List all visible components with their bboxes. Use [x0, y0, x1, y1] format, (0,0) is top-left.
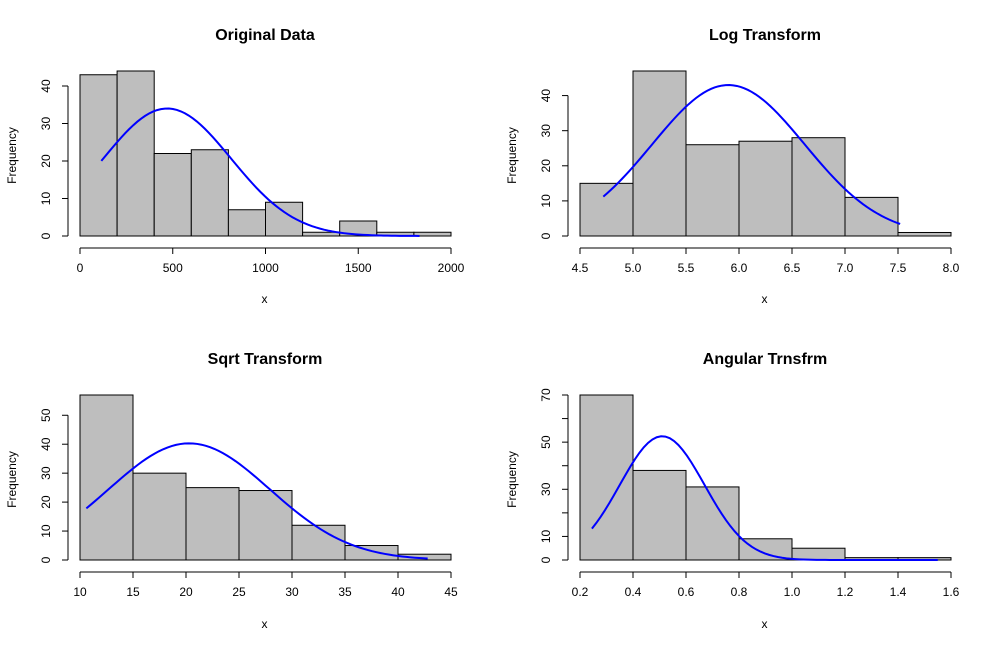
- y-tick-label: 0: [39, 232, 53, 239]
- histogram-bar: [632, 469, 687, 561]
- x-tick-label: 20: [179, 585, 193, 599]
- chart-title: Log Transform: [709, 27, 821, 44]
- histogram-bar: [132, 472, 187, 561]
- x-tick-label: 1000: [252, 261, 279, 275]
- panel-log-transform: Log Transform 4.5 5.0 5.5 6.0 6.5 7.0 7.5 8.0 0 10…: [505, 27, 960, 306]
- histogram-bar: [344, 545, 399, 561]
- y-tick-label: 20: [39, 495, 53, 509]
- x-tick-label: 0.6: [678, 585, 695, 599]
- histogram-bar: [791, 137, 846, 237]
- panel-sqrt-transform: Sqrt Transform 10 15 20 25 30 35 40 45 0 10 20 30 40 5…: [5, 351, 458, 631]
- x-tick-label: 1.2: [837, 585, 854, 599]
- x-tick-label: 500: [163, 261, 183, 275]
- x-axis-label: x: [762, 292, 768, 306]
- chart-title: Angular Trnsfrm: [703, 351, 827, 368]
- x-tick-label: 0: [77, 261, 84, 275]
- y-tick-label: 70: [539, 388, 553, 402]
- x-axis-label: x: [262, 617, 268, 631]
- histogram-bar: [116, 70, 155, 237]
- y-tick-label: 0: [539, 232, 553, 239]
- x-tick-label: 4.5: [572, 261, 589, 275]
- y-tick-label: 30: [539, 124, 553, 138]
- histogram-bar: [79, 74, 118, 237]
- y-axis-label: Frequency: [5, 451, 19, 508]
- histogram-bar: [227, 209, 266, 237]
- histogram-bar: [397, 553, 452, 561]
- x-tick-label: 40: [391, 585, 405, 599]
- y-tick-label: 40: [39, 437, 53, 451]
- histogram-bar: [738, 140, 793, 237]
- x-tick-label: 0.2: [572, 585, 589, 599]
- y-axis-label: Frequency: [505, 451, 519, 508]
- y-tick-label: 40: [539, 89, 553, 103]
- panel-angular-transform: Angular Trnsfrm 0.2 0.4 0.6 0.8 1.0 1.2 1.4 1.6 0…: [505, 351, 960, 631]
- y-tick-label: 20: [539, 159, 553, 173]
- normal-curve-line: [85, 442, 428, 560]
- x-axis-label: x: [762, 617, 768, 631]
- x-tick-label: 15: [126, 585, 140, 599]
- histogram-bar: [632, 70, 687, 237]
- panel-original-data: Original Data 0 500 1000 1500 2000 0 10 20 30 40 x F…: [5, 27, 465, 306]
- y-tick-label: 50: [39, 408, 53, 422]
- histogram-bar: [413, 231, 452, 237]
- x-tick-label: 2000: [438, 261, 465, 275]
- x-tick-label: 10: [73, 585, 87, 599]
- x-tick-label: 35: [338, 585, 352, 599]
- histogram-bar: [153, 153, 192, 237]
- x-tick-label: 30: [285, 585, 299, 599]
- x-tick-label: 1.4: [890, 585, 907, 599]
- y-tick-label: 10: [539, 194, 553, 208]
- x-tick-label: 6.0: [731, 261, 748, 275]
- y-tick-label: 0: [39, 556, 53, 563]
- x-tick-label: 1.6: [943, 585, 960, 599]
- histogram-bar: [844, 196, 899, 237]
- x-tick-label: 7.0: [837, 261, 854, 275]
- y-tick-label: 0: [539, 556, 553, 563]
- x-axis-label: x: [262, 292, 268, 306]
- y-tick-label: 10: [39, 192, 53, 206]
- y-tick-label: 30: [39, 466, 53, 480]
- y-axis-label: Frequency: [5, 127, 19, 184]
- x-tick-label: 1.0: [784, 585, 801, 599]
- histogram-bar: [79, 394, 134, 561]
- histogram-bar: [685, 144, 740, 237]
- x-tick-label: 5.0: [625, 261, 642, 275]
- y-tick-label: 30: [539, 482, 553, 496]
- y-tick-label: 30: [39, 117, 53, 131]
- y-axis-label: Frequency: [505, 127, 519, 184]
- y-tick-label: 10: [39, 524, 53, 538]
- y-tick-label: 10: [539, 529, 553, 543]
- x-tick-label: 25: [232, 585, 246, 599]
- histogram-bar: [579, 182, 634, 237]
- x-tick-label: 8.0: [943, 261, 960, 275]
- chart-title: Original Data: [215, 27, 315, 44]
- normal-curve-line: [602, 84, 901, 225]
- histogram-bar: [339, 220, 378, 237]
- x-tick-label: 0.8: [731, 585, 748, 599]
- y-tick-label: 50: [539, 435, 553, 449]
- histogram-bar: [791, 547, 846, 561]
- y-tick-label: 40: [39, 79, 53, 93]
- histogram-bar: [190, 149, 229, 237]
- histogram-bar: [291, 524, 346, 561]
- x-tick-label: 45: [444, 585, 458, 599]
- histogram-bar: [302, 231, 341, 237]
- x-tick-label: 7.5: [890, 261, 907, 275]
- histogram-bar: [897, 231, 952, 237]
- x-tick-label: 6.5: [784, 261, 801, 275]
- x-tick-label: 0.4: [625, 585, 642, 599]
- chart-title: Sqrt Transform: [208, 351, 323, 368]
- x-tick-label: 1500: [345, 261, 372, 275]
- histogram-bar: [185, 487, 240, 561]
- x-tick-label: 5.5: [678, 261, 695, 275]
- normal-curve-line: [591, 435, 938, 561]
- y-tick-label: 20: [39, 154, 53, 168]
- normal-curve-line: [100, 107, 420, 237]
